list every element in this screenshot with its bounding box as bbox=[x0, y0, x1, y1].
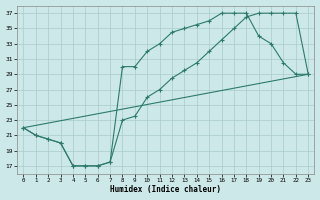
X-axis label: Humidex (Indice chaleur): Humidex (Indice chaleur) bbox=[110, 185, 221, 194]
